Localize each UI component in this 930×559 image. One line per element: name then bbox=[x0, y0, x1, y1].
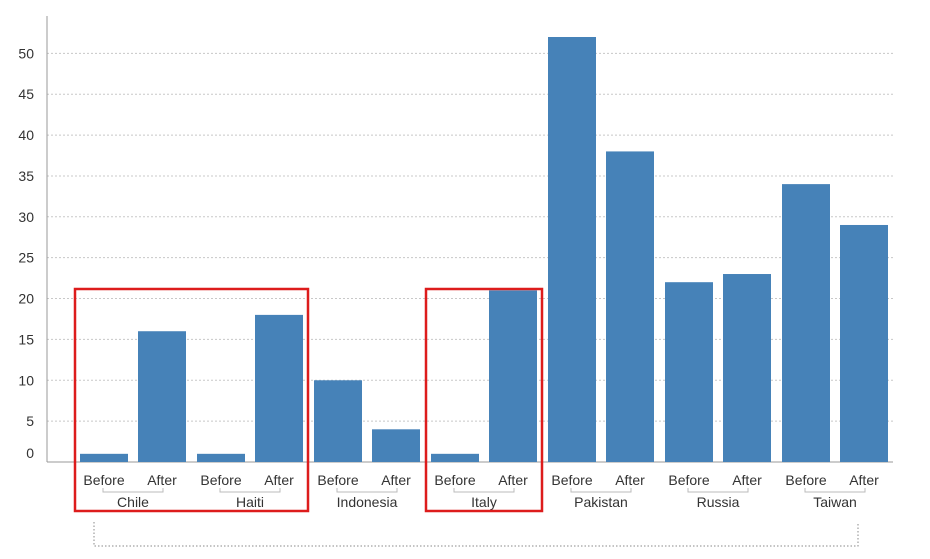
x-sub-label: After bbox=[147, 472, 177, 488]
x-group-label: Pakistan bbox=[574, 494, 628, 510]
x-sub-label: Before bbox=[668, 472, 709, 488]
bar bbox=[782, 184, 830, 462]
x-sub-label: After bbox=[849, 472, 879, 488]
bar bbox=[138, 331, 186, 462]
bar bbox=[606, 151, 654, 462]
bar bbox=[314, 380, 362, 462]
y-tick-label: 25 bbox=[18, 250, 34, 266]
bars bbox=[80, 37, 888, 462]
highlight-box bbox=[73, 287, 310, 513]
y-tick-label: 35 bbox=[18, 168, 34, 184]
pair-connector bbox=[102, 488, 164, 493]
bar bbox=[431, 453, 479, 462]
x-sub-label: Before bbox=[200, 472, 241, 488]
bar bbox=[197, 453, 245, 462]
x-sub-label: Before bbox=[434, 472, 475, 488]
y-tick-label: 40 bbox=[18, 127, 34, 143]
pair-connector bbox=[336, 488, 398, 493]
bar bbox=[723, 274, 771, 462]
x-group-label: Chile bbox=[117, 494, 149, 510]
y-tick-label: 0 bbox=[26, 445, 34, 461]
x-group-label: Russia bbox=[697, 494, 740, 510]
bar bbox=[489, 290, 537, 462]
bar bbox=[255, 314, 303, 462]
highlight-boxes bbox=[73, 287, 544, 513]
x-sub-label: Before bbox=[551, 472, 592, 488]
highlight-box bbox=[424, 287, 544, 513]
y-tick-label: 45 bbox=[18, 86, 34, 102]
bar bbox=[80, 453, 128, 462]
x-sub-label: Before bbox=[83, 472, 124, 488]
pair-connector bbox=[570, 488, 632, 493]
pair-connector bbox=[804, 488, 866, 493]
x-sub-label: After bbox=[498, 472, 528, 488]
pair-connector bbox=[453, 488, 515, 493]
x-sub-label: After bbox=[381, 472, 411, 488]
y-tick-label: 15 bbox=[18, 331, 34, 347]
pair-connector bbox=[219, 488, 281, 493]
bar bbox=[372, 429, 420, 462]
pair-connector bbox=[687, 488, 749, 493]
bar bbox=[548, 37, 596, 462]
bar bbox=[840, 224, 888, 462]
y-tick-label: 10 bbox=[18, 372, 34, 388]
x-sub-label: After bbox=[264, 472, 294, 488]
x-sub-label: After bbox=[615, 472, 645, 488]
x-group-label: Taiwan bbox=[813, 494, 857, 510]
bottom-bracket-line bbox=[93, 522, 859, 547]
bar bbox=[665, 282, 713, 462]
bottom-bracket bbox=[93, 522, 859, 547]
y-tick-label: 50 bbox=[18, 45, 34, 61]
x-sub-label: Before bbox=[785, 472, 826, 488]
x-sub-label: After bbox=[732, 472, 762, 488]
x-group-label: Italy bbox=[471, 494, 497, 510]
y-tick-label: 30 bbox=[18, 209, 34, 225]
y-tick-label: 5 bbox=[26, 413, 34, 429]
x-group-label: Haiti bbox=[236, 494, 264, 510]
y-tick-label: 20 bbox=[18, 291, 34, 307]
x-sub-label: Before bbox=[317, 472, 358, 488]
x-group-label: Indonesia bbox=[337, 494, 398, 510]
